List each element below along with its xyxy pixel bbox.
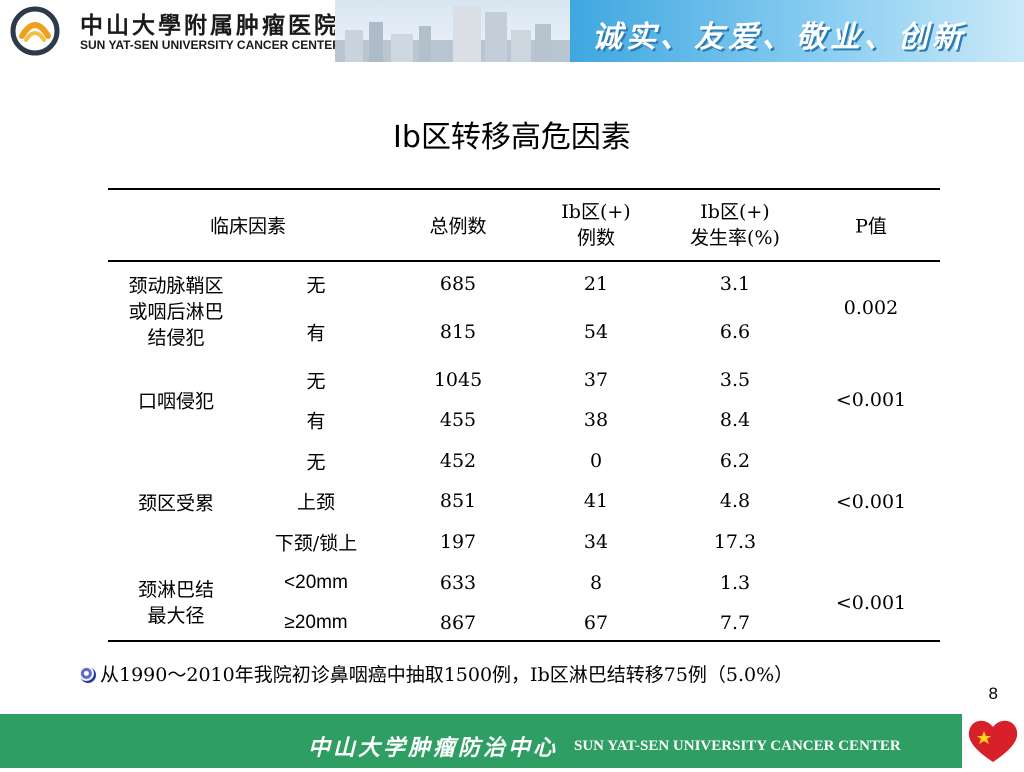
positive-cases: 54 bbox=[583, 321, 609, 343]
campus-skyline-image bbox=[335, 0, 570, 62]
heart-emblem bbox=[962, 714, 1024, 768]
star-icon bbox=[977, 731, 991, 744]
column-header: 临床因素 bbox=[209, 215, 287, 238]
positive-rate: 7.7 bbox=[719, 612, 751, 634]
positive-rate: 8.4 bbox=[719, 409, 751, 431]
positive-cases: 34 bbox=[583, 531, 609, 553]
positive-cases: 38 bbox=[583, 409, 609, 431]
factor-label: 颈淋巴结 最大径 bbox=[137, 579, 215, 627]
factor-label: 颈动脉鞘区 或咽后淋巴 结侵犯 bbox=[128, 275, 224, 349]
page-number: 8 bbox=[988, 684, 998, 703]
positive-cases: 37 bbox=[583, 369, 609, 391]
p-value: <0.001 bbox=[835, 490, 907, 513]
positive-cases: 0 bbox=[589, 450, 603, 472]
level-label: 上颈 bbox=[296, 491, 336, 514]
level-label: ≥20mm bbox=[284, 612, 348, 633]
university-logo bbox=[10, 6, 60, 56]
total-cases: 455 bbox=[439, 409, 477, 431]
footnote: 从1990～2010年我院初诊鼻咽癌中抽取1500例，Ⅰb区淋巴结转移75例（5… bbox=[80, 660, 793, 687]
positive-rate: 4.8 bbox=[719, 490, 751, 512]
level-label: 无 bbox=[306, 370, 326, 393]
university-name-cn: 中山大學附属肿瘤医院 bbox=[80, 12, 340, 39]
level-label: 有 bbox=[306, 410, 326, 433]
university-name-en: SUN YAT-SEN UNIVERSITY CANCER CENTER bbox=[80, 38, 341, 52]
positive-rate: 6.2 bbox=[719, 450, 751, 472]
positive-rate: 1.3 bbox=[719, 572, 751, 594]
column-header: Ⅰb区(+) 例数 bbox=[561, 201, 631, 249]
footer-center-name-en: SUN YAT-SEN UNIVERSITY CANCER CENTER bbox=[574, 738, 901, 754]
total-cases: 685 bbox=[439, 273, 477, 295]
total-cases: 197 bbox=[439, 531, 477, 553]
positive-cases: 21 bbox=[583, 273, 609, 295]
total-cases: 851 bbox=[439, 490, 477, 512]
motto-text: 诚实、友爱、敬业、创新 bbox=[592, 20, 966, 55]
total-cases: 452 bbox=[439, 450, 477, 472]
motto-banner bbox=[570, 0, 1024, 62]
positive-rate: 3.1 bbox=[719, 273, 751, 295]
slide-header: 中山大學附属肿瘤医院 SUN YAT-SEN UNIVERSITY CANCER… bbox=[0, 0, 1024, 62]
factor-label: 颈区受累 bbox=[137, 492, 215, 514]
level-label: 无 bbox=[306, 451, 326, 474]
positive-cases: 67 bbox=[583, 612, 609, 634]
p-value: 0.002 bbox=[843, 297, 899, 319]
footer-center-name-cn: 中山大学肿瘤防治中心 bbox=[308, 735, 559, 761]
positive-cases: 41 bbox=[583, 490, 609, 512]
table-bottom-rule bbox=[108, 640, 940, 642]
column-header: Ⅰb区(+) 发生率(%) bbox=[690, 201, 780, 249]
bullet-spiral-icon bbox=[80, 667, 96, 683]
total-cases: 815 bbox=[439, 321, 477, 343]
positive-rate: 3.5 bbox=[719, 369, 751, 391]
slide-title: Ⅰb区转移高危因素 bbox=[393, 120, 631, 155]
p-value: <0.001 bbox=[835, 389, 907, 411]
positive-rate: 6.6 bbox=[719, 321, 751, 343]
slide-footer bbox=[0, 714, 1024, 768]
positive-rate: 17.3 bbox=[713, 531, 757, 553]
level-label: 下颈/锁上 bbox=[274, 532, 358, 555]
p-value: <0.001 bbox=[835, 592, 907, 614]
column-header: P值 bbox=[855, 215, 887, 238]
footnote-text: 从1990～2010年我院初诊鼻咽癌中抽取1500例，Ⅰb区淋巴结转移75例（5… bbox=[100, 664, 794, 686]
risk-factor-table: 临床因素 总例数 Ⅰb区(+) 例数 Ⅰb区(+) 发生率(%) P值颈动脉鞘区 或咽后淋巴结… bbox=[108, 188, 940, 643]
heart-icon bbox=[968, 720, 1018, 762]
total-cases: 1045 bbox=[433, 369, 483, 391]
level-label: <20mm bbox=[284, 572, 348, 593]
level-label: 无 bbox=[306, 274, 326, 297]
level-label: 有 bbox=[306, 322, 326, 345]
table-header-rule bbox=[108, 260, 940, 262]
factor-label: 口咽侵犯 bbox=[137, 390, 215, 413]
total-cases: 633 bbox=[439, 572, 477, 594]
total-cases: 867 bbox=[439, 612, 477, 634]
table-top-rule bbox=[108, 188, 940, 190]
column-header: 总例数 bbox=[429, 215, 487, 238]
positive-cases: 8 bbox=[589, 572, 603, 594]
